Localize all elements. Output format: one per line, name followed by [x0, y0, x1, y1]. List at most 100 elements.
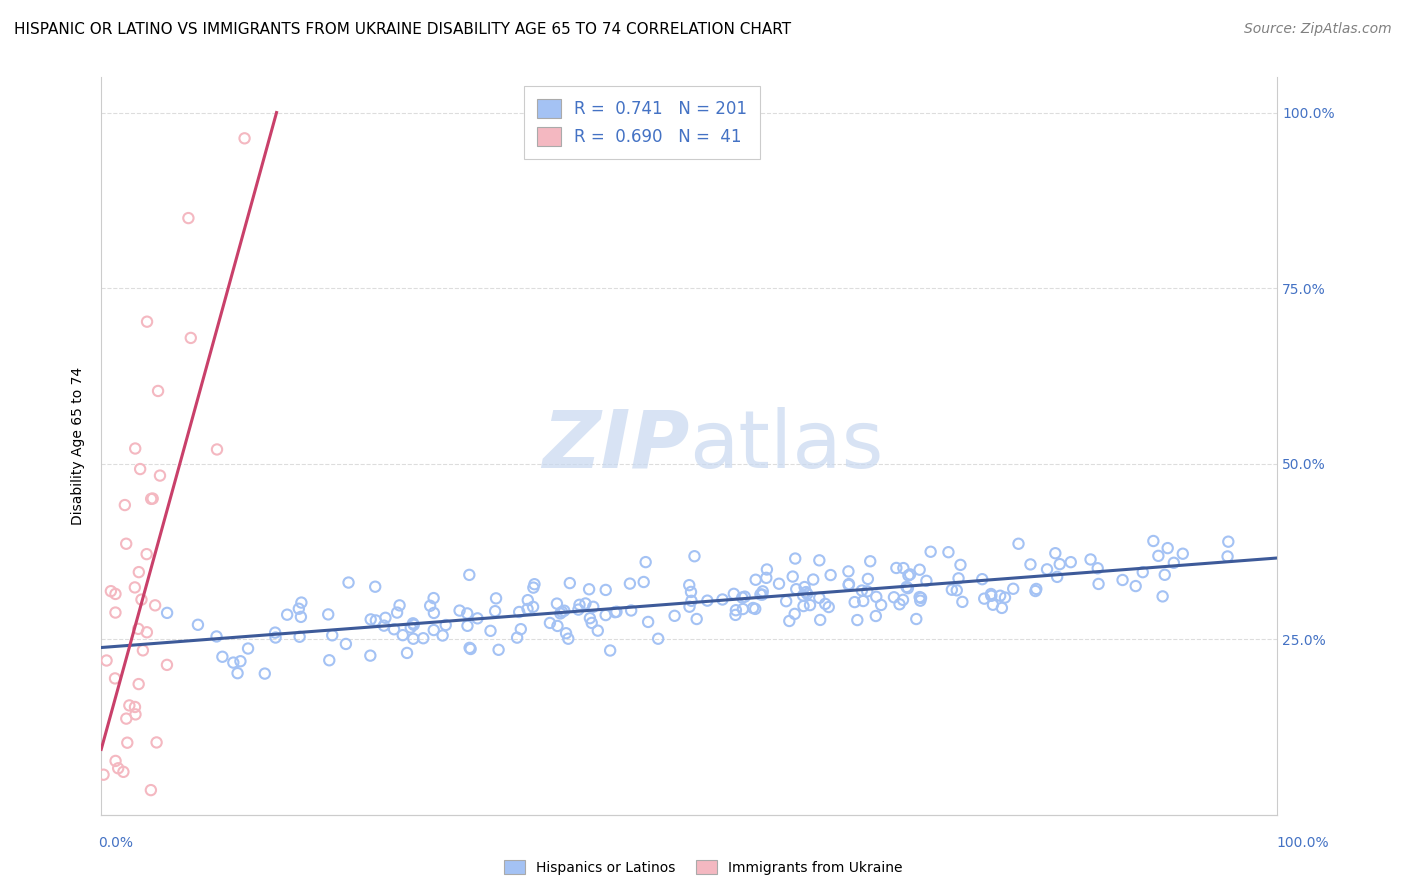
Point — [742, 601, 765, 615]
Point — [546, 597, 568, 611]
Point — [664, 608, 686, 623]
Point — [870, 598, 893, 612]
Point — [620, 603, 643, 617]
Point — [1216, 549, 1239, 564]
Point — [128, 677, 150, 691]
Point — [488, 642, 510, 657]
Point — [973, 591, 995, 606]
Point — [808, 613, 831, 627]
Point — [1111, 573, 1133, 587]
Point — [696, 593, 718, 607]
Point — [859, 554, 882, 568]
Point — [135, 625, 157, 640]
Point — [1080, 552, 1102, 566]
Text: ZIP: ZIP — [541, 407, 689, 485]
Point — [599, 643, 621, 657]
Point — [886, 561, 908, 575]
Point — [1153, 567, 1175, 582]
Point — [972, 572, 994, 586]
Point — [782, 569, 804, 583]
Point — [177, 211, 200, 225]
Point — [1142, 533, 1164, 548]
Point — [399, 620, 422, 634]
Point — [1132, 565, 1154, 579]
Point — [288, 630, 311, 644]
Point — [506, 631, 529, 645]
Point — [115, 712, 138, 726]
Point — [550, 607, 572, 621]
Point — [1002, 582, 1025, 596]
Point — [485, 591, 508, 606]
Point — [1125, 579, 1147, 593]
Point — [808, 591, 831, 605]
Point — [634, 555, 657, 569]
Point — [432, 628, 454, 642]
Point — [980, 587, 1002, 601]
Point — [253, 666, 276, 681]
Point — [801, 573, 824, 587]
Point — [129, 462, 152, 476]
Text: 0.0%: 0.0% — [98, 836, 134, 850]
Point — [128, 565, 150, 579]
Point — [360, 612, 382, 626]
Point — [1218, 534, 1240, 549]
Point — [851, 583, 873, 598]
Point — [419, 599, 441, 613]
Point — [883, 591, 905, 605]
Point — [603, 605, 626, 619]
Point — [364, 580, 387, 594]
Point — [522, 581, 544, 595]
Point — [467, 611, 489, 625]
Point — [335, 637, 357, 651]
Point — [744, 602, 766, 616]
Text: Source: ZipAtlas.com: Source: ZipAtlas.com — [1244, 22, 1392, 37]
Point — [93, 767, 115, 781]
Point — [449, 604, 471, 618]
Point — [755, 571, 778, 585]
Point — [117, 736, 139, 750]
Point — [579, 611, 602, 625]
Point — [582, 599, 605, 614]
Point — [1163, 556, 1185, 570]
Point — [142, 491, 165, 506]
Point — [595, 608, 617, 623]
Point — [107, 761, 129, 775]
Point — [132, 643, 155, 657]
Point — [683, 549, 706, 564]
Point — [187, 617, 209, 632]
Point — [388, 599, 411, 613]
Point — [135, 547, 157, 561]
Point — [479, 624, 502, 638]
Point — [460, 642, 482, 657]
Point — [752, 584, 775, 599]
Point — [558, 576, 581, 591]
Point — [686, 612, 709, 626]
Point — [846, 613, 869, 627]
Point — [897, 568, 920, 582]
Point — [768, 576, 790, 591]
Point — [104, 606, 127, 620]
Point — [744, 573, 766, 587]
Point — [896, 580, 918, 594]
Point — [551, 605, 574, 619]
Point — [578, 582, 600, 597]
Point — [723, 587, 745, 601]
Point — [101, 865, 124, 880]
Point — [1036, 562, 1059, 576]
Point — [1171, 547, 1194, 561]
Point — [938, 545, 960, 559]
Point — [104, 672, 127, 686]
Point — [783, 607, 806, 621]
Point — [557, 632, 579, 646]
Point — [905, 612, 928, 626]
Point — [264, 625, 287, 640]
Point — [136, 315, 159, 329]
Point — [149, 468, 172, 483]
Point — [156, 606, 179, 620]
Point — [508, 605, 530, 619]
Point — [1046, 570, 1069, 584]
Point — [796, 587, 818, 601]
Point — [865, 609, 887, 624]
Point — [516, 602, 538, 616]
Point — [910, 591, 932, 605]
